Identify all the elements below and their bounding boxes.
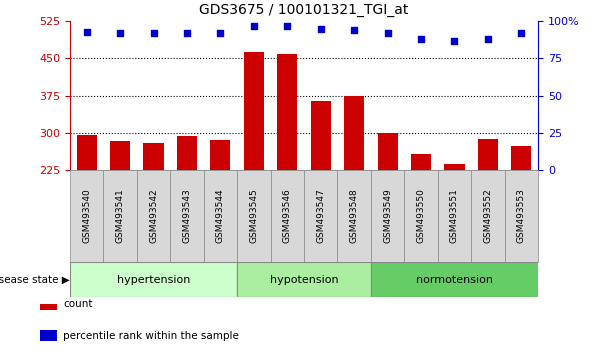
Text: hypotension: hypotension xyxy=(270,275,338,285)
Bar xyxy=(170,170,204,262)
Bar xyxy=(40,330,57,341)
Bar xyxy=(371,170,404,262)
Point xyxy=(249,23,259,29)
Bar xyxy=(177,136,197,281)
Text: GSM493548: GSM493548 xyxy=(350,189,359,243)
Text: GSM493543: GSM493543 xyxy=(182,189,192,243)
Bar xyxy=(237,262,371,297)
Point xyxy=(349,27,359,33)
Bar xyxy=(210,140,230,281)
Text: disease state ▶: disease state ▶ xyxy=(0,275,70,285)
Point xyxy=(182,30,192,36)
Bar xyxy=(40,299,57,310)
Point xyxy=(316,26,326,32)
Text: GSM493553: GSM493553 xyxy=(517,188,526,244)
Point xyxy=(383,30,393,36)
Text: percentile rank within the sample: percentile rank within the sample xyxy=(63,331,239,341)
Bar xyxy=(444,164,465,281)
Bar xyxy=(70,170,103,262)
Bar xyxy=(404,170,438,262)
Point xyxy=(148,30,158,36)
Bar xyxy=(478,139,498,281)
Bar xyxy=(271,170,304,262)
Point xyxy=(416,36,426,42)
Bar xyxy=(411,154,431,281)
Text: GSM493551: GSM493551 xyxy=(450,188,459,244)
Bar xyxy=(70,262,237,297)
Bar xyxy=(371,262,538,297)
Text: count: count xyxy=(63,299,92,309)
Text: GSM493545: GSM493545 xyxy=(249,189,258,243)
Text: GSM493547: GSM493547 xyxy=(316,189,325,243)
Title: GDS3675 / 100101321_TGI_at: GDS3675 / 100101321_TGI_at xyxy=(199,4,409,17)
Point xyxy=(115,30,125,36)
Point xyxy=(282,23,292,29)
Bar xyxy=(344,96,364,281)
Text: GSM493540: GSM493540 xyxy=(82,189,91,243)
Text: GSM493542: GSM493542 xyxy=(149,189,158,243)
Bar xyxy=(103,170,137,262)
Bar xyxy=(137,170,170,262)
Bar xyxy=(110,141,130,281)
Point xyxy=(215,30,225,36)
Bar xyxy=(337,170,371,262)
Bar xyxy=(237,170,271,262)
Bar xyxy=(505,170,538,262)
Text: GSM493546: GSM493546 xyxy=(283,189,292,243)
Bar xyxy=(277,55,297,281)
Bar xyxy=(311,101,331,281)
Point xyxy=(483,36,493,42)
Bar xyxy=(438,170,471,262)
Text: hypertension: hypertension xyxy=(117,275,190,285)
Bar xyxy=(204,170,237,262)
Text: GSM493550: GSM493550 xyxy=(416,188,426,244)
Text: normotension: normotension xyxy=(416,275,493,285)
Text: GSM493552: GSM493552 xyxy=(483,189,492,243)
Text: GSM493544: GSM493544 xyxy=(216,189,225,243)
Bar xyxy=(304,170,337,262)
Point xyxy=(449,38,460,44)
Bar xyxy=(77,135,97,281)
Bar xyxy=(143,143,164,281)
Point xyxy=(517,30,527,36)
Bar xyxy=(471,170,505,262)
Bar xyxy=(244,52,264,281)
Bar xyxy=(378,133,398,281)
Text: GSM493541: GSM493541 xyxy=(116,189,125,243)
Text: GSM493549: GSM493549 xyxy=(383,189,392,243)
Point xyxy=(81,29,91,34)
Bar xyxy=(511,146,531,281)
